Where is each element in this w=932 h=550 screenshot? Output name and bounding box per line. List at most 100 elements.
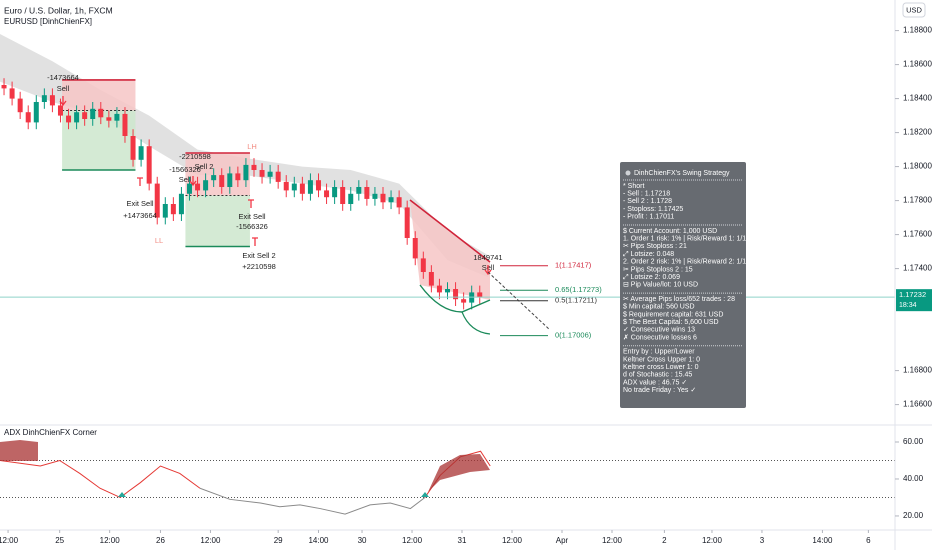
info-line: 1. Order 1 risk: 1% | Risk/Reward 1: 1/1 [623,236,746,243]
info-line: Keltner cross Lower 1: 0 [623,364,699,371]
x-tick-label: 30 [358,536,367,545]
x-tick-label: 12:00 [702,536,723,545]
info-line: - Sell 2 : 1.1728 [623,198,672,205]
candle-body [162,204,168,218]
info-box: DinhChienFX's Swing Strategy* Short- Sel… [620,162,756,408]
x-tick-label: 12:00 [100,536,121,545]
candle-body [461,299,467,303]
candle-body [106,117,112,121]
info-line: ✗ Consecutive losses 6 [623,333,697,341]
x-tick-label: 12:00 [0,536,19,545]
info-line: $ Requirement capital: 631 USD [623,311,723,318]
candle-body [74,112,80,123]
y-tick-label: 1.16600 [903,400,932,409]
adx-title: ADX DinhChienFX Corner [4,428,97,437]
candle-body [291,183,297,191]
candle-body [396,197,402,208]
candle-body [130,136,136,160]
info-line: ✂ Average Pips loss/652 trades : 28 [623,296,735,303]
currency-button[interactable] [902,2,926,18]
info-line: $ The Best Capital: 5,600 USD [623,319,719,326]
trade-annotation: LL [155,236,163,245]
x-tick-label: 25 [55,536,64,545]
candle-body [356,187,362,194]
trade-annotation: -1566326 [169,165,201,174]
candle-body [477,292,483,298]
trade-annotation: Exit Sell [238,212,265,221]
trade-annotation: 1849741 [473,253,502,262]
candle-body [388,197,394,203]
y-tick-label: 1.18400 [903,94,932,103]
candle-body [420,258,426,272]
info-line: - Profit : 1.17011 [623,214,674,221]
chart-subtitle: EURUSD [DinhChienFX] [4,17,92,26]
projection-line [487,271,551,331]
x-tick-label: 3 [760,536,765,545]
candle-body [49,95,55,106]
trade-annotation: -1473664 [47,73,79,82]
candle-body [25,112,31,123]
info-line: ADX value : 46.75 ✓ [623,379,687,386]
candle-body [324,190,330,198]
currency-label: USD [906,5,922,14]
info-title: DinhChienFX's Swing Strategy [634,170,730,177]
y-tick-label: 1.17400 [903,264,932,273]
candle-body [340,187,346,204]
chart-title: Euro / U.S. Dollar, 1h, FXCM [4,5,113,15]
adx-fill [428,454,490,492]
candle-body [82,112,88,119]
x-tick-label: 12:00 [200,536,221,545]
candle-body [66,115,72,123]
candle-body [9,88,15,99]
candle-body [259,170,265,177]
candle-body [436,285,442,293]
last-price-label: 1.17232 [899,290,926,299]
fib-label: 1(1.17417) [555,261,592,270]
info-line: ✓ Consecutive wins 13 [623,327,695,334]
candle-body [251,164,257,170]
y-tick-label: 1.18200 [903,128,932,137]
candle-body [186,183,192,194]
info-line: ✂ Pips Stoploss : 21 [623,243,687,250]
trade-markers [59,96,492,276]
candle-body [178,193,184,215]
y-tick-label: 20.00 [903,511,924,520]
candle-body [33,102,39,123]
candle-body [364,187,370,199]
candle-body [1,85,7,89]
candle-body [453,289,459,300]
x-tick-label: 12:00 [402,536,423,545]
info-line: ⤢ Lotsize: 0.048 [623,251,674,258]
adx-fill [0,440,38,461]
trade-target-line [461,311,491,335]
candle-body [315,180,321,191]
fib-label: 0(1.17006) [555,331,592,340]
candle-body [98,108,104,118]
x-tick-label: 14:00 [812,536,833,545]
trade-annotation: +2210598 [242,262,276,271]
x-tick-label: 12:00 [602,536,623,545]
candle-body [227,173,233,187]
info-background [620,162,746,408]
info-icon [625,170,631,176]
candle-body [299,183,305,194]
x-tick-label: Apr [556,536,569,545]
x-tick-label: 31 [458,536,467,545]
y-tick-label: 1.18000 [903,162,932,171]
trade-lower-line [419,284,491,313]
candle-body [146,146,152,184]
trade-annotation: Sell 2 [195,162,214,171]
candle-body [404,207,410,238]
candle-body [428,272,434,286]
countdown-label: 18:34 [899,302,917,309]
fib-label: 0.5(1.17211) [555,296,597,305]
x-tick-label: 29 [274,536,283,545]
y-tick-label: 1.16800 [903,366,932,375]
info-line: Entry by : Upper/Lower [623,349,695,356]
candle-body [211,175,217,181]
candle-body [267,171,273,177]
x-tick-label: 26 [156,536,165,545]
info-line: - Sell : 1.17218 [623,191,670,198]
candle-body [275,171,281,182]
trade-annotation: Exit Sell [126,199,153,208]
